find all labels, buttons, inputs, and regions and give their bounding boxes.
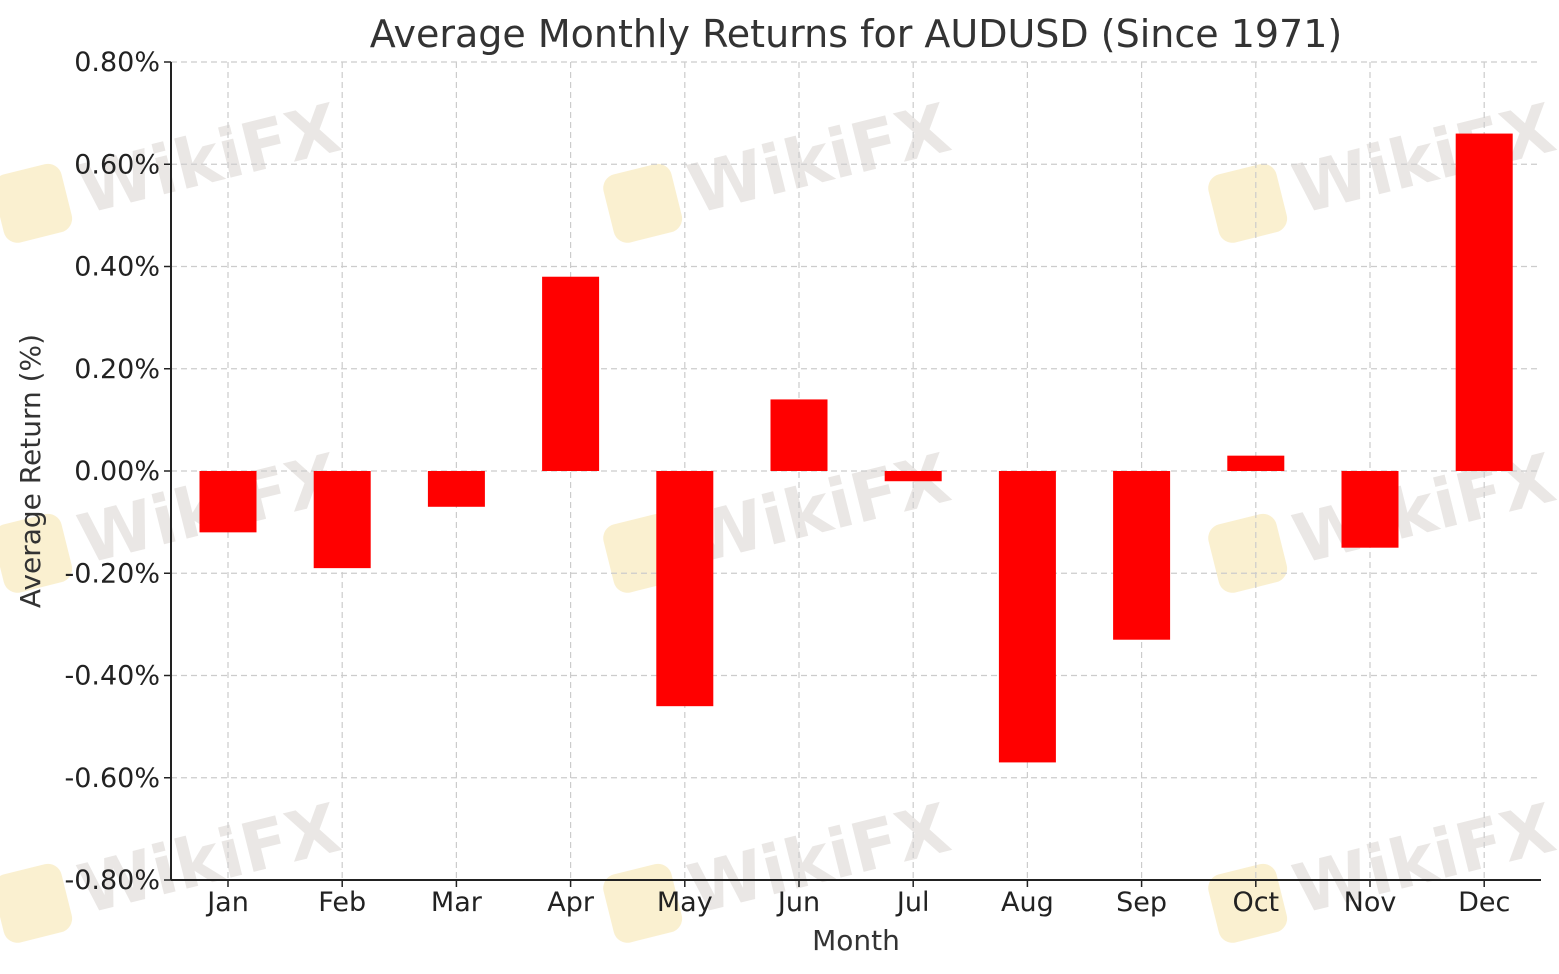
- bar-sep: [1113, 471, 1171, 640]
- y-tick-label: 0.00%: [74, 456, 160, 487]
- watermark-text: WikiFX: [1286, 439, 1559, 580]
- wikifx-logo-icon: [0, 863, 73, 943]
- watermark: WikiFX: [603, 789, 958, 943]
- bar-dec: [1455, 133, 1513, 471]
- watermark: WikiFX: [1208, 789, 1559, 943]
- y-tick-label: 0.80%: [74, 47, 160, 78]
- bar-jan: [199, 471, 257, 533]
- y-axis-label: Average Return (%): [14, 334, 47, 608]
- bar-may: [656, 471, 714, 707]
- x-tick-label: Feb: [318, 887, 366, 918]
- watermark: WikiFX: [0, 89, 348, 243]
- x-axis-ticks: Jan Feb Mar Apr May Jun Jul Aug Sep Oct Nov Dec: [205, 880, 1510, 918]
- wikifx-logo-icon: [603, 863, 683, 943]
- x-tick-label: Apr: [547, 887, 595, 918]
- wikifx-logo-icon: [1208, 513, 1288, 593]
- y-tick-label: -0.20%: [64, 558, 160, 589]
- bar-jul: [884, 471, 942, 482]
- y-tick-label: 0.20%: [74, 354, 160, 385]
- bar-aug: [998, 471, 1056, 763]
- bar-apr: [542, 276, 600, 471]
- x-tick-label: Aug: [1001, 887, 1054, 918]
- y-tick-label: -0.60%: [64, 763, 160, 794]
- wikifx-logo-icon: [1208, 863, 1288, 943]
- y-tick-label: -0.40%: [64, 661, 160, 692]
- wikifx-logo-icon: [1208, 163, 1288, 243]
- bar-oct: [1227, 455, 1285, 471]
- x-axis-label: Month: [812, 924, 900, 957]
- bar-feb: [313, 471, 371, 569]
- watermark-text: WikiFX: [681, 89, 958, 230]
- watermark: WikiFX: [0, 789, 348, 943]
- x-tick-label: Oct: [1232, 887, 1279, 918]
- x-tick-label: May: [657, 887, 713, 918]
- y-tick-label: 0.60%: [74, 149, 160, 180]
- x-tick-label: Sep: [1116, 887, 1167, 918]
- x-tick-label: Nov: [1344, 887, 1397, 918]
- x-tick-label: Mar: [431, 887, 483, 918]
- y-tick-label: -0.80%: [64, 865, 160, 896]
- bars: [199, 133, 1513, 763]
- chart-title: Average Monthly Returns for AUDUSD (Sinc…: [370, 12, 1342, 56]
- x-tick-label: Jun: [776, 887, 820, 918]
- y-axis-ticks: 0.80% 0.60% 0.40% 0.20% 0.00% -0.20% -0.40% -0.…: [64, 47, 171, 896]
- x-tick-label: Dec: [1458, 887, 1510, 918]
- wikifx-logo-icon: [0, 163, 73, 243]
- y-tick-label: 0.40%: [74, 252, 160, 283]
- watermark-text: WikiFX: [1286, 89, 1559, 230]
- bar-nov: [1341, 471, 1399, 548]
- bar-jun: [770, 399, 828, 471]
- wikifx-logo-icon: [0, 513, 73, 593]
- bar-mar: [427, 471, 485, 507]
- watermark: WikiFX: [0, 439, 348, 593]
- x-tick-label: Jan: [205, 887, 249, 918]
- watermark-text: WikiFX: [1286, 789, 1559, 930]
- watermark: WikiFX: [603, 89, 958, 243]
- x-tick-label: Jul: [895, 887, 930, 918]
- wikifx-logo-icon: [603, 163, 683, 243]
